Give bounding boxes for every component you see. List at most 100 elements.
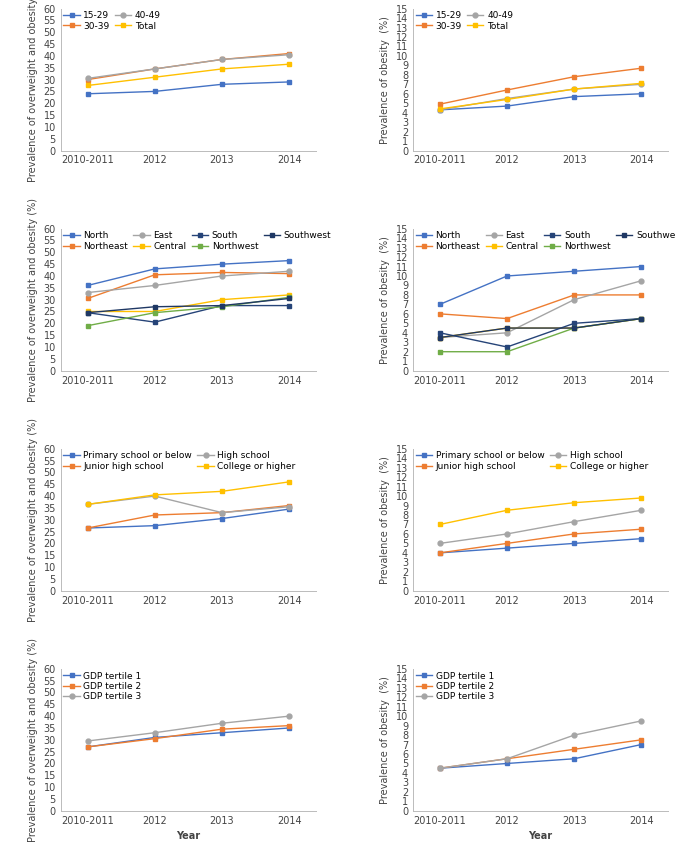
Northeast [285,269,293,279]
Line: East: East [85,269,292,295]
Northwest [151,307,159,317]
Line: Junior high school: Junior high school [437,527,644,555]
X-axis label: Year: Year [529,831,553,841]
East [151,281,159,291]
30-39 [436,99,444,109]
Line: GDP tertile 3: GDP tertile 3 [85,714,292,743]
15-29 [151,87,159,97]
Line: High school: High school [85,493,292,515]
Total [570,84,578,94]
Central [151,306,159,317]
Primary school or below [285,504,293,514]
40-49 [84,73,92,83]
30-39 [84,75,92,85]
Primary school or below [503,543,511,553]
GDP tertile 2 [436,763,444,773]
Y-axis label: Prevalence of obesity  (%): Prevalence of obesity (%) [380,15,390,143]
Central [436,332,444,342]
East [285,266,293,276]
GDP tertile 3 [637,716,645,726]
East [637,275,645,286]
Legend: 15-29, 30-39, 40-49, Total: 15-29, 30-39, 40-49, Total [63,10,162,32]
Line: Total: Total [437,81,644,112]
College or higher [151,490,159,500]
Line: Central: Central [85,293,292,314]
Primary school or below [570,538,578,548]
Line: Junior high school: Junior high school [85,503,292,530]
Junior high school [637,524,645,535]
Northeast [637,290,645,300]
GDP tertile 2 [84,742,92,752]
Y-axis label: Prevalence of overweight and obesity (%): Prevalence of overweight and obesity (%) [28,0,38,182]
Northwest [285,292,293,302]
Legend: GDP tertile 1, GDP tertile 2, GDP tertile 3: GDP tertile 1, GDP tertile 2, GDP tertil… [63,671,142,702]
Northwest [570,323,578,333]
Northwest [436,347,444,357]
GDP tertile 2 [637,734,645,745]
Total [436,104,444,114]
College or higher [436,519,444,529]
Central [84,306,92,317]
GDP tertile 3 [84,736,92,746]
North [637,262,645,272]
GDP tertile 3 [503,753,511,764]
GDP tertile 1 [436,763,444,773]
Junior high school [503,538,511,548]
Total [285,59,293,69]
North [151,263,159,274]
Line: South: South [85,303,292,324]
South [637,313,645,323]
Line: College or higher: College or higher [85,480,292,507]
Northwest [84,321,92,331]
Line: 30-39: 30-39 [437,66,644,106]
Junior high school [151,510,159,520]
Line: Southwest: Southwest [85,296,292,315]
Total [503,94,511,105]
30-39 [637,63,645,74]
Line: Northwest: Northwest [437,316,644,354]
X-axis label: Year: Year [176,831,200,841]
Line: 30-39: 30-39 [85,51,292,82]
GDP tertile 1 [218,728,226,738]
College or higher [637,492,645,503]
Northeast [503,313,511,323]
GDP tertile 2 [503,753,511,764]
Total [84,81,92,91]
Southwest [151,302,159,312]
Southwest [503,323,511,333]
South [570,318,578,329]
Line: Primary school or below: Primary school or below [85,507,292,530]
Central [570,323,578,333]
High school [84,499,92,510]
40-49 [218,54,226,64]
30-39 [151,63,159,74]
Primary school or below [218,513,226,523]
High school [570,517,578,527]
South [218,300,226,311]
Line: North: North [437,264,644,307]
15-29 [436,105,444,115]
40-49 [637,79,645,89]
15-29 [570,92,578,102]
Northeast [436,309,444,319]
GDP tertile 1 [570,753,578,764]
Northwest [637,313,645,323]
Northeast [84,293,92,304]
College or higher [570,498,578,508]
Northwest [218,302,226,312]
South [151,317,159,327]
Line: College or higher: College or higher [437,496,644,527]
Northeast [570,290,578,300]
High school [151,491,159,501]
Y-axis label: Prevalence of overweight and obesity (%): Prevalence of overweight and obesity (%) [28,418,38,622]
North [84,281,92,291]
Line: High school: High school [437,508,644,546]
College or higher [218,486,226,497]
15-29 [84,88,92,99]
15-29 [285,77,293,88]
Line: Northeast: Northeast [85,270,292,301]
Junior high school [436,547,444,558]
Primary school or below [151,521,159,531]
Legend: Primary school or below, Junior high school, High school, College or higher: Primary school or below, Junior high sch… [415,450,649,472]
Southwest [436,332,444,342]
